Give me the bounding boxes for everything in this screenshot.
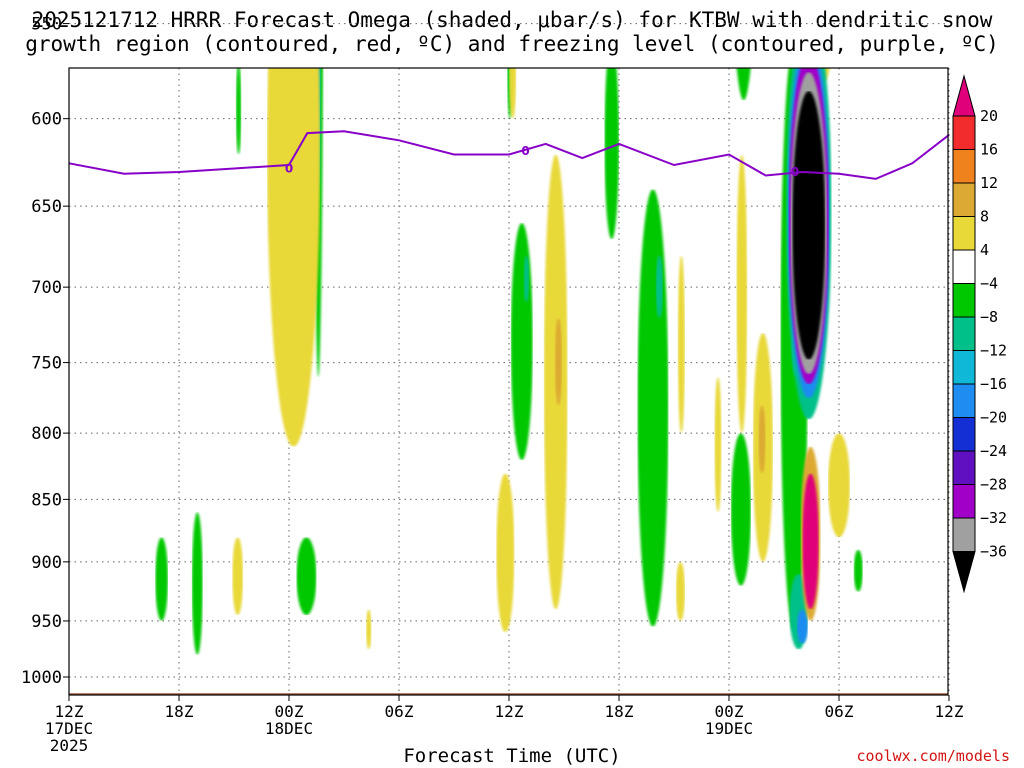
x-tick-label: 2025	[50, 736, 89, 755]
colorbar-label: −36	[980, 543, 1007, 561]
colorbar-label: −32	[980, 509, 1007, 527]
omega-cell	[236, 63, 242, 155]
freezing-level-contour-label: 0	[791, 165, 799, 179]
omega-cell	[773, 0, 802, 43]
omega-cell	[496, 473, 514, 632]
terrain-ground	[69, 693, 948, 695]
x-tick-label: 18Z	[165, 702, 194, 721]
colorbar-swatch	[952, 216, 976, 251]
omega-cell	[848, 0, 883, 63]
colorbar-swatch	[952, 115, 976, 150]
y-axis: 2503003504004505005506006507007508008509…	[21, 15, 69, 688]
omega-cell	[155, 537, 168, 621]
colorbar-label: −20	[980, 409, 1007, 427]
omega-cell	[555, 318, 562, 405]
colorbar-swatch	[952, 283, 976, 318]
omega-cell	[792, 91, 825, 360]
colorbar-swatch	[952, 517, 976, 552]
y-tick-label: 600	[31, 110, 62, 130]
credit-link[interactable]: coolwx.com/models	[856, 747, 1010, 765]
y-tick-label: 950	[31, 612, 62, 632]
omega-cell	[676, 562, 685, 621]
colorbar-swatch	[952, 316, 976, 351]
omega-cell	[296, 537, 316, 615]
y-tick-label: 700	[31, 278, 62, 298]
omega-cell	[736, 155, 747, 434]
x-tick-label: 06Z	[385, 702, 414, 721]
x-tick-label: 17DEC	[45, 719, 93, 738]
y-tick-label: 750	[31, 354, 62, 374]
colorbar-label: 8	[980, 208, 989, 226]
colorbar: 20 16 12 8 4 −4 −8 −12 −16 −20 −24 −28 −32 −36	[952, 74, 1007, 594]
colorbar-label: 20	[980, 107, 998, 125]
freezing-level-contour-label: 0	[521, 144, 529, 158]
x-tick-label: 12Z	[935, 702, 964, 721]
omega-cell	[731, 433, 751, 586]
colorbar-label: −28	[980, 476, 1007, 494]
contours: -18-18-18-12-12-12000	[68, 130, 950, 180]
colorbar-swatch	[952, 484, 976, 519]
omega-cell	[758, 405, 765, 473]
omega-cell	[828, 433, 850, 537]
x-tick-label: 12Z	[55, 702, 84, 721]
omega-cell	[854, 550, 863, 592]
omega-cell	[637, 189, 668, 626]
colorbar-swatch	[952, 182, 976, 217]
x-axis-title: Forecast Time (UTC)	[403, 745, 621, 767]
omega-cell	[714, 377, 721, 512]
colorbar-swatch	[952, 383, 976, 418]
colorbar-label: −16	[980, 375, 1007, 393]
colorbar-label: 16	[980, 141, 998, 159]
chart-title-line1: 2025121712 HRRR Forecast Omega (shaded, …	[31, 8, 993, 32]
omega-cell	[218, 0, 224, 53]
y-tick-label: 550	[31, 15, 62, 35]
colorbar-swatch	[952, 350, 976, 385]
colorbar-swatch	[952, 450, 976, 485]
colorbar-label: −4	[980, 275, 998, 293]
colorbar-swatch	[952, 149, 976, 184]
colorbar-label: −24	[980, 442, 1007, 460]
colorbar-label: −12	[980, 342, 1007, 360]
freezing-level-contour-line	[68, 130, 950, 180]
colorbar-top-arrow	[952, 74, 976, 117]
x-tick-label: 18Z	[605, 702, 634, 721]
x-tick-label: 12Z	[495, 702, 524, 721]
omega-cell	[267, 0, 320, 447]
freezing-level-contour-label: 0	[285, 162, 293, 176]
omega-cell	[524, 255, 530, 302]
chart-title-line2: growth region (contoured, red, ºC) and f…	[25, 32, 999, 56]
omega-cell	[656, 255, 663, 317]
omega-cell	[366, 609, 372, 649]
y-tick-label: 900	[31, 553, 62, 573]
colorbar-swatch	[952, 249, 976, 284]
y-tick-label: 800	[31, 424, 62, 444]
y-tick-label: 850	[31, 490, 62, 510]
omega-cell	[192, 512, 203, 655]
x-tick-label: 19DEC	[705, 719, 753, 738]
colorbar-label: −8	[980, 308, 998, 326]
y-tick-label: 650	[31, 197, 62, 217]
colorbar-label: 4	[980, 241, 989, 259]
omega-cell	[797, 609, 808, 643]
colorbar-swatch	[952, 417, 976, 452]
x-tick-label: 00Z	[715, 702, 744, 721]
colorbar-bottom-arrow	[952, 551, 976, 594]
colorbar-label: 12	[980, 174, 998, 192]
omega-cell	[724, 0, 764, 100]
omega-cell	[509, 24, 516, 119]
omega-cell	[802, 473, 819, 609]
omega-shading	[155, 0, 949, 655]
x-tick-label: 00Z	[275, 702, 304, 721]
omega-cell	[511, 223, 533, 460]
x-tick-label: 06Z	[825, 702, 854, 721]
omega-cell	[604, 43, 619, 239]
y-tick-label: 1000	[21, 668, 62, 688]
omega-cell	[232, 537, 243, 615]
x-tick-label: 18DEC	[265, 719, 313, 738]
omega-cell	[678, 255, 685, 433]
